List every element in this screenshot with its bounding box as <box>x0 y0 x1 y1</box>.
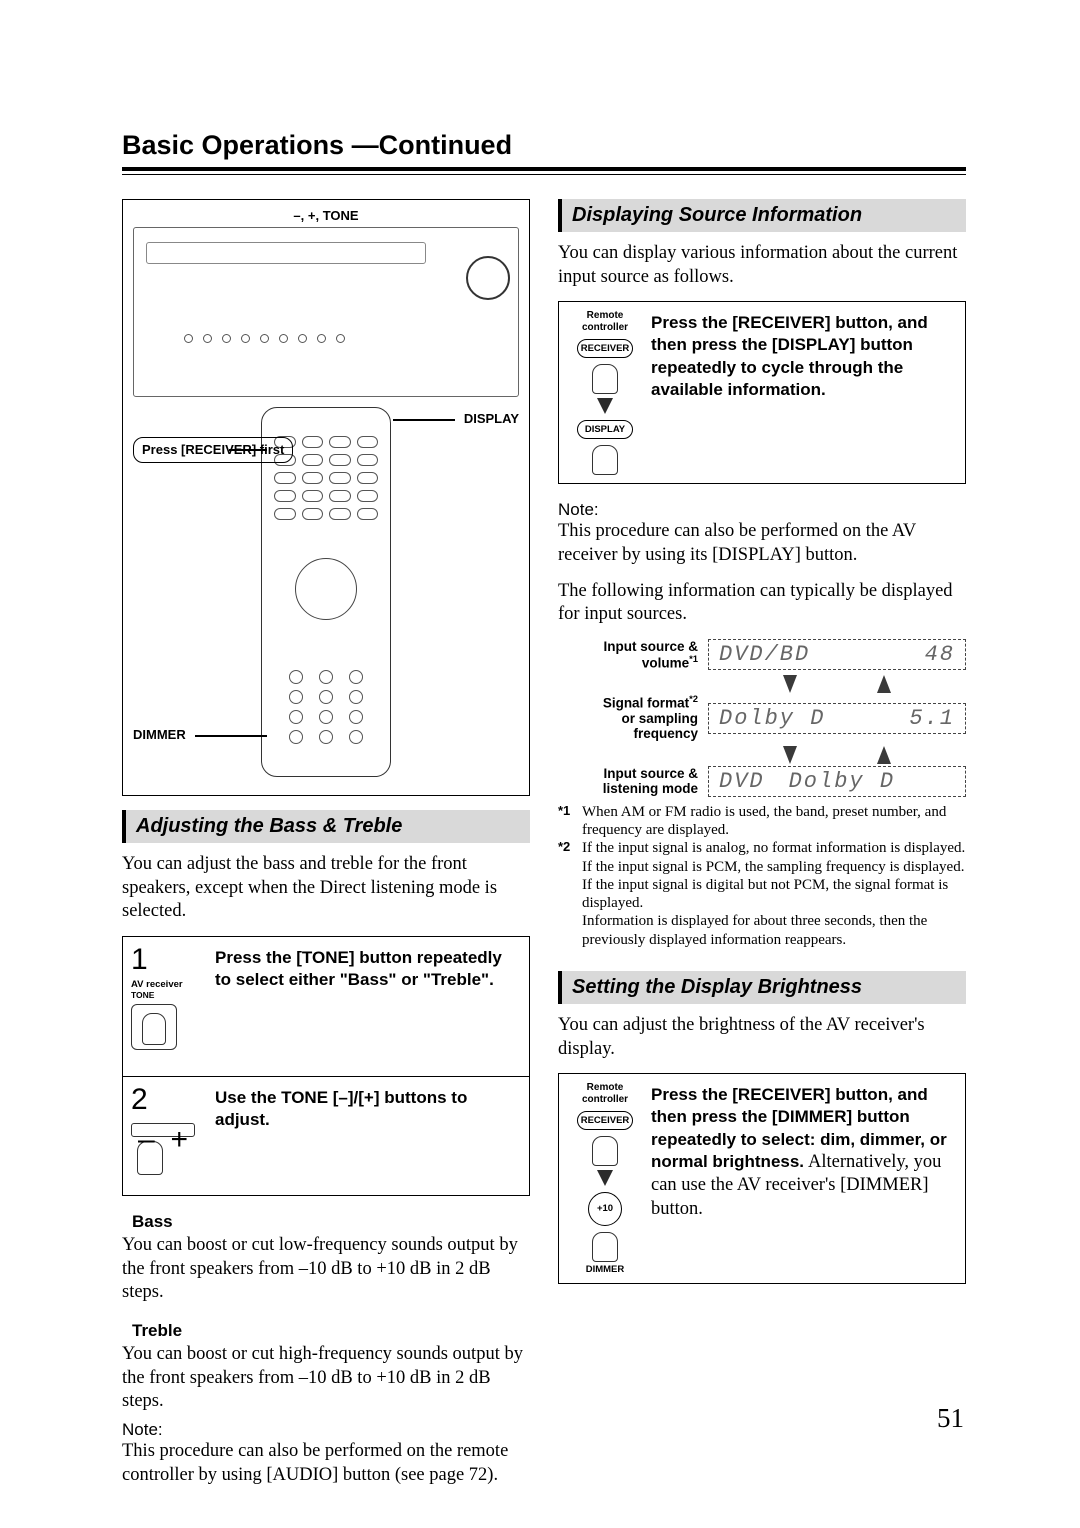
callout-dimmer: DIMMER <box>133 727 186 743</box>
step-1: 1 AV receiver TONE Press the [TONE] butt… <box>122 936 530 1076</box>
display-instruction: Press the [RECEIVER] button, and then pr… <box>651 313 928 398</box>
title-bold: Basic Operations <box>122 130 344 160</box>
footnote-1: *1 When AM or FM radio is used, the band… <box>558 803 966 840</box>
press-icon <box>592 445 618 475</box>
remote-controller-label: Remote controller <box>567 310 643 333</box>
callout-display: DISPLAY <box>464 411 519 427</box>
step2-text: Use the TONE [–]/[+] buttons to adjust. <box>215 1077 529 1195</box>
lcd-text: 48 <box>925 642 955 667</box>
step1-number: 1 <box>131 943 148 976</box>
step2-number: 2 <box>131 1083 148 1116</box>
display-button: DISPLAY <box>577 420 633 439</box>
lcd-text: Dolby D <box>789 769 895 794</box>
press-icon <box>131 1004 177 1050</box>
lcd-text: DVD/BD <box>719 642 810 667</box>
note-text-2: This procedure can also be performed on … <box>558 520 966 567</box>
steps-box: 1 AV receiver TONE Press the [TONE] butt… <box>122 936 530 1196</box>
callout-receiver: Press [RECEIVER] first <box>133 437 293 463</box>
note-label-2: Note: <box>558 500 966 520</box>
receiver-button: RECEIVER <box>577 339 633 358</box>
section-brightness: Setting the Display Brightness <box>558 971 966 1004</box>
treble-heading: Treble <box>132 1321 530 1341</box>
page-number: 51 <box>937 1403 964 1434</box>
note-text: This procedure can also be performed on … <box>122 1440 530 1487</box>
arrow-down-icon <box>783 675 797 693</box>
bass-text: You can boost or cut low-frequency sound… <box>122 1234 530 1305</box>
right-column: Displaying Source Information You can di… <box>558 199 966 1499</box>
press-icon <box>592 1232 618 1262</box>
source-info-intro: You can display various information abou… <box>558 242 966 289</box>
arrow-up-icon <box>877 746 891 764</box>
title-rule <box>122 167 966 175</box>
info-row-1: Input source & volume*1 DVD/BD 48 <box>558 639 966 671</box>
info-row-3: Input source & listening mode DVD Dolby … <box>558 766 966 797</box>
plus10-button: +10 <box>588 1192 622 1226</box>
footnote-2: *2 If the input signal is analog, no for… <box>558 839 966 949</box>
treble-text: You can boost or cut high-frequency soun… <box>122 1343 530 1414</box>
arrow-down-icon <box>597 398 613 414</box>
info-display-cycle: Input source & volume*1 DVD/BD 48 Signal… <box>558 639 966 797</box>
left-column: –, +, TONE <box>122 199 530 1499</box>
dimmer-label: DIMMER <box>567 1264 643 1275</box>
device-diagram: –, +, TONE <box>122 199 530 796</box>
dimmer-step: Remote controller RECEIVER +10 DIMMER Pr… <box>558 1073 966 1284</box>
remote-illustration: Press [RECEIVER] first DISPLAY DIMMER <box>133 407 519 787</box>
lcd-text: Dolby D <box>719 706 825 731</box>
arrow-up-icon <box>877 675 891 693</box>
info-lead: The following information can typically … <box>558 580 966 627</box>
section-source-info: Displaying Source Information <box>558 199 966 232</box>
lcd-text: 5.1 <box>909 706 955 731</box>
page-title: Basic Operations —Continued <box>122 130 966 161</box>
tone-label: –, +, TONE <box>133 208 519 223</box>
remote-controller-label: Remote controller <box>567 1082 643 1105</box>
info-row-2: Signal format*2 or sampling frequency Do… <box>558 695 966 742</box>
step-2: 2 – + Use the TONE [–]/[+] buttons to ad… <box>122 1076 530 1196</box>
lcd-text: DVD <box>719 769 765 794</box>
receiver-illustration <box>133 227 519 397</box>
step1-text: Press the [TONE] button repeatedly to se… <box>215 937 529 1076</box>
press-icon <box>592 364 618 394</box>
step1-mini: TONE <box>131 990 207 1000</box>
step1-sub: AV receiver <box>131 979 207 990</box>
arrow-down-icon <box>783 746 797 764</box>
bass-heading: Bass <box>132 1212 530 1232</box>
note-label: Note: <box>122 1420 530 1440</box>
title-continued: —Continued <box>352 130 512 160</box>
arrow-down-icon <box>597 1170 613 1186</box>
section-bass-treble: Adjusting the Bass & Treble <box>122 810 530 843</box>
bass-treble-intro: You can adjust the bass and treble for t… <box>122 853 530 924</box>
receiver-button: RECEIVER <box>577 1111 633 1130</box>
press-icon <box>592 1136 618 1166</box>
display-step: Remote controller RECEIVER DISPLAY Press… <box>558 301 966 484</box>
brightness-intro: You can adjust the brightness of the AV … <box>558 1014 966 1061</box>
